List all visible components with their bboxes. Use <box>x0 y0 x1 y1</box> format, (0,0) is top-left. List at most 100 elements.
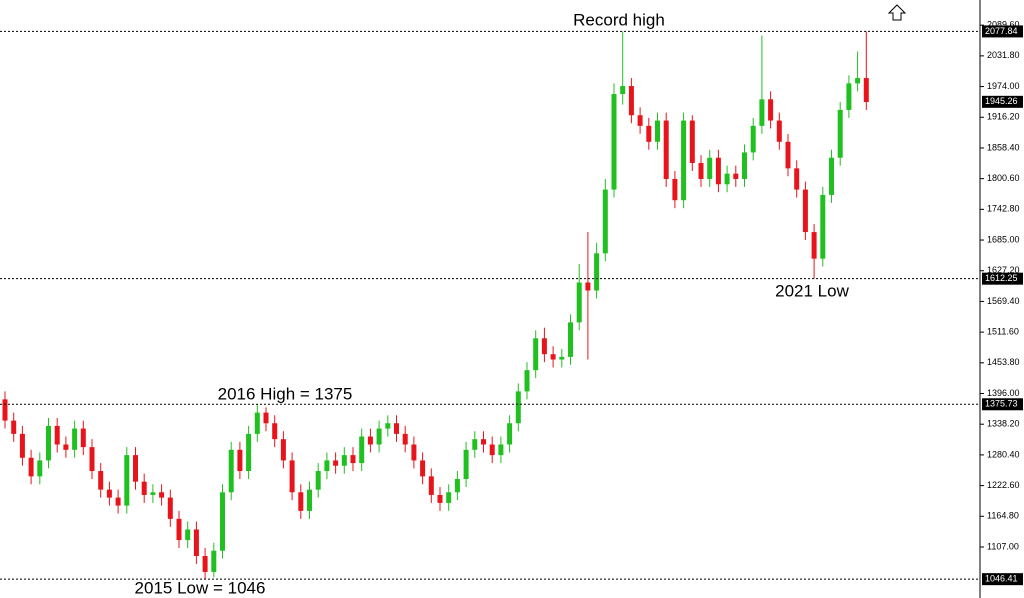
candle-body <box>707 157 713 179</box>
current-price-label: 1945.26 <box>985 96 1018 106</box>
candle-body <box>54 425 60 445</box>
candle-body <box>289 460 295 493</box>
candle-body <box>19 433 25 458</box>
candle-body <box>846 83 852 110</box>
candle-body <box>681 120 687 201</box>
candle-body <box>829 157 834 195</box>
candle-body <box>350 455 356 464</box>
y-tick-label: 1569.40 <box>987 296 1020 306</box>
candle-body <box>98 471 104 490</box>
candle-body <box>837 109 843 158</box>
candle-body <box>280 439 286 461</box>
candle-body <box>315 471 321 490</box>
annotation: 2015 Low = 1046 <box>135 578 266 597</box>
candle-body <box>80 428 86 448</box>
candle-body <box>628 86 634 116</box>
candle-body <box>481 439 486 445</box>
candle-body <box>254 412 260 434</box>
y-tick-label: 1685.00 <box>987 234 1020 244</box>
candle-body <box>576 282 582 323</box>
y-tick-label: 1164.80 <box>987 511 1019 521</box>
candle-body <box>698 163 704 179</box>
candle-body <box>193 529 199 557</box>
y-tick-label: 1511.60 <box>987 326 1019 336</box>
candle-body <box>750 125 756 153</box>
candle-body <box>611 93 617 190</box>
candle-body <box>63 444 69 450</box>
current-price-box <box>982 95 1023 108</box>
candle-body <box>341 455 347 466</box>
candle-body <box>159 492 165 498</box>
candle-body <box>463 449 469 480</box>
y-tick-label: 1222.60 <box>987 480 1020 490</box>
candle-body <box>28 457 34 477</box>
candle-body <box>133 455 138 482</box>
candle-body <box>602 189 608 254</box>
candle-body <box>211 550 217 572</box>
candle-body <box>568 322 573 357</box>
candle-body <box>176 518 182 541</box>
candle-body <box>11 420 17 434</box>
y-tick-label: 1974.00 <box>987 81 1020 91</box>
candle-body <box>298 492 304 511</box>
candle-body <box>559 356 565 360</box>
candle-body <box>802 189 808 233</box>
candle-body <box>115 497 121 506</box>
candle-body <box>376 428 382 445</box>
y-tick-label: 1453.80 <box>987 357 1020 367</box>
level-label: 1612.25 <box>985 273 1018 283</box>
y-tick-label: 1858.40 <box>987 142 1020 152</box>
candle-body <box>37 460 43 477</box>
y-tick-label: 1280.40 <box>987 449 1020 459</box>
candle-body <box>689 120 695 164</box>
annotation: Record high <box>573 10 665 29</box>
level-box <box>982 398 1023 411</box>
candle-body <box>811 232 817 259</box>
candle-body <box>437 494 443 503</box>
candle-body <box>655 120 660 142</box>
candle-body <box>637 115 643 126</box>
candle-body <box>202 556 208 572</box>
candle-body <box>46 425 51 461</box>
candle-body <box>507 423 513 445</box>
candle-body <box>72 428 78 450</box>
candle-body <box>663 120 669 179</box>
candle-body <box>167 497 173 519</box>
candle-body <box>420 460 426 477</box>
candle-body <box>124 455 130 506</box>
candle-body <box>759 99 765 126</box>
candle-body <box>533 338 539 371</box>
candle-body <box>733 173 739 179</box>
y-tick-label: 1107.00 <box>987 541 1019 551</box>
candle-body <box>394 423 399 434</box>
y-tick-label: 1338.20 <box>987 419 1020 429</box>
candle-body <box>585 282 591 291</box>
candle-body <box>498 444 504 456</box>
candle-body <box>646 125 652 142</box>
candle-body <box>411 444 417 461</box>
candle-body <box>515 391 521 424</box>
arrow-icon[interactable] <box>887 4 907 21</box>
candle-body <box>333 460 339 466</box>
level-box <box>982 272 1023 285</box>
y-tick-label: 2031.80 <box>987 50 1020 60</box>
candle-body <box>89 447 95 472</box>
candle-body <box>794 168 800 190</box>
candle-body <box>541 338 547 355</box>
candle-body <box>724 173 730 185</box>
candle-body <box>715 157 721 185</box>
candle-body <box>446 492 452 503</box>
candle-body <box>489 444 495 456</box>
annotation: 2016 High = 1375 <box>218 384 353 403</box>
candle-body <box>185 529 191 541</box>
candle-body <box>550 354 556 360</box>
level-label: 1046.41 <box>985 574 1018 584</box>
candle-body <box>524 370 530 392</box>
candle-body <box>106 489 112 498</box>
candle-body <box>324 460 330 472</box>
y-tick-label: 1800.60 <box>987 173 1020 183</box>
candle-body <box>454 479 460 493</box>
candle-body <box>367 436 373 445</box>
